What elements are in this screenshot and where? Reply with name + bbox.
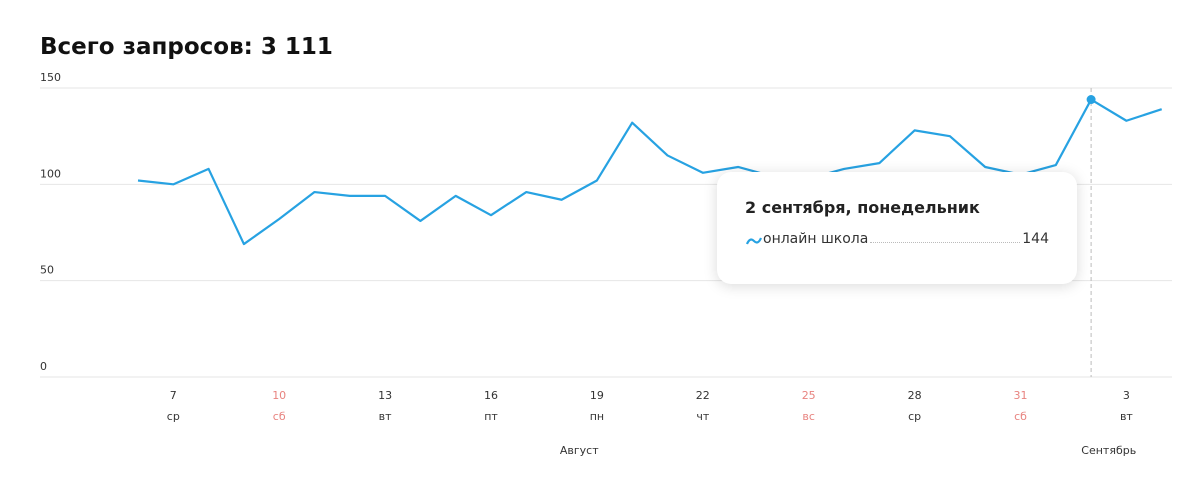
weekday-label: чт: [696, 410, 709, 423]
weekday-label: вт: [379, 410, 392, 423]
tooltip-title: 2 сентября, понедельник: [745, 198, 980, 217]
weekday-label: пт: [484, 410, 498, 423]
x-tick-label: 31: [1014, 389, 1028, 402]
weekday-label: ср: [167, 410, 180, 423]
chart-title: Всего запросов: 3 111: [40, 34, 333, 60]
x-tick-label: 3: [1123, 389, 1130, 402]
weekday-label: сб: [273, 410, 286, 423]
x-tick-label: 22: [696, 389, 710, 402]
month-label: Август: [560, 444, 599, 457]
x-tick-label: 13: [378, 389, 392, 402]
y-tick-label: 0: [40, 360, 47, 373]
tooltip-value: 144: [1022, 231, 1049, 247]
series-name: онлайн школа: [763, 231, 869, 247]
weekday-label: пн: [590, 410, 604, 423]
weekday-label: вс: [802, 410, 815, 423]
hover-point: [1086, 95, 1096, 105]
x-tick-label: 19: [590, 389, 604, 402]
tooltip-row: онлайн школа 144: [745, 231, 1049, 247]
month-label: Сентябрь: [1081, 444, 1136, 457]
x-tick-label: 10: [272, 389, 286, 402]
x-tick-label: 25: [802, 389, 816, 402]
x-tick-label: 16: [484, 389, 498, 402]
series-icon: [745, 237, 763, 245]
x-tick-label: 7: [170, 389, 177, 402]
y-tick-label: 100: [40, 167, 61, 180]
weekday-label: вт: [1120, 410, 1133, 423]
series-line: [137, 98, 1163, 246]
y-tick-label: 150: [40, 71, 61, 84]
weekday-label: ср: [908, 410, 921, 423]
y-tick-label: 50: [40, 264, 54, 277]
tooltip: 2 сентября, понедельник онлайн школа 144: [717, 172, 1077, 284]
x-tick-label: 28: [908, 389, 922, 402]
weekday-label: сб: [1014, 410, 1027, 423]
